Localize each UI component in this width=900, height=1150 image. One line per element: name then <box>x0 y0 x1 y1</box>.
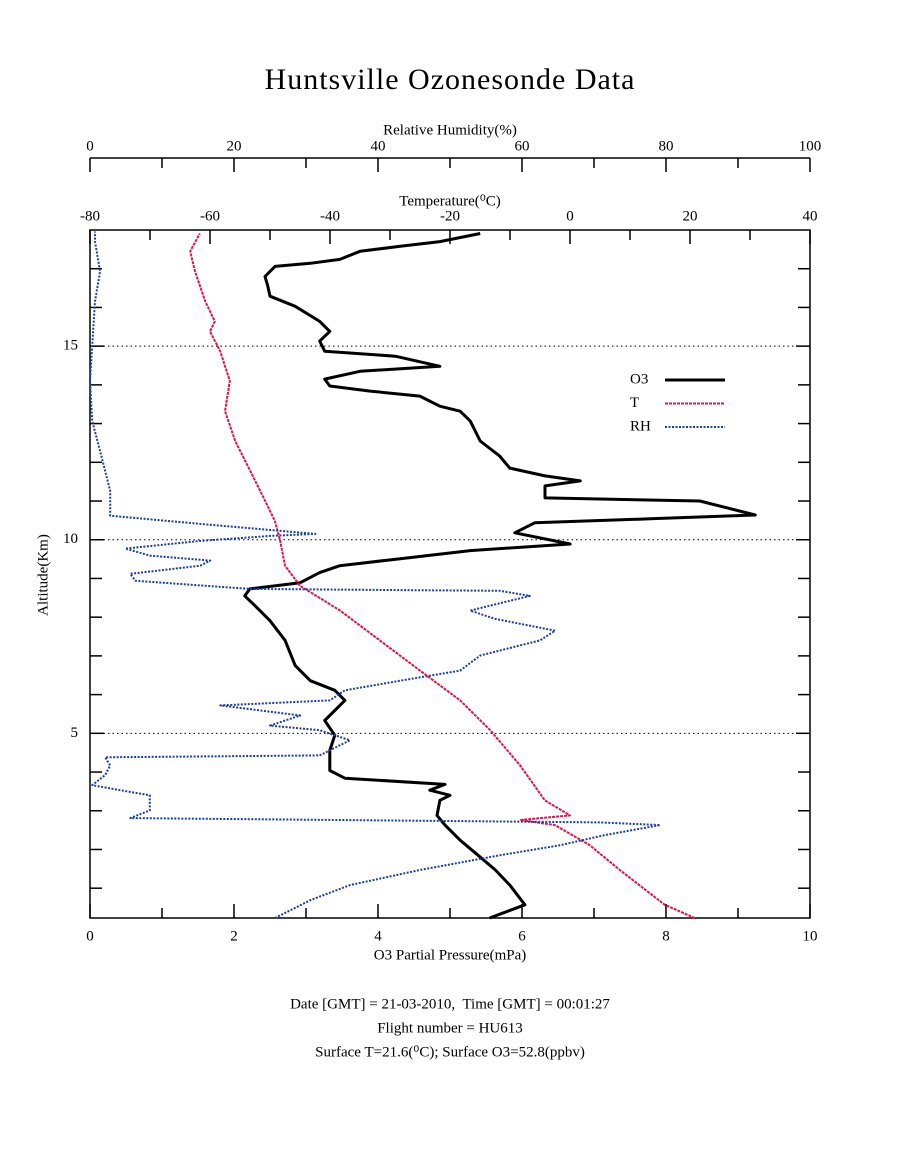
x-tick-label: 4 <box>374 928 382 944</box>
x2-axis-label: Relative Humidity(%) <box>383 122 517 138</box>
footer-line: Date [GMT] = 21-03-2010, Time [GMT] = 00… <box>290 996 610 1012</box>
x3-tick-label: 20 <box>683 208 698 224</box>
chart-title: Huntsville Ozonesonde Data <box>265 63 636 96</box>
x-axis-label: O3 Partial Pressure(mPa) <box>374 947 526 963</box>
profile-line <box>243 232 757 920</box>
legend-label: T <box>630 395 639 411</box>
x-tick-label: 8 <box>662 928 670 944</box>
x2-tick-label: 100 <box>799 138 822 154</box>
x2-tick-label: 80 <box>659 138 674 154</box>
x-tick-label: 2 <box>230 928 238 944</box>
x3-tick-label: 0 <box>566 208 574 224</box>
x3-axis-label: Temperature(⁰C) <box>399 193 501 209</box>
legend-label: RH <box>630 418 651 434</box>
x3-tick-label: -20 <box>440 208 460 224</box>
footer-line: Surface T=21.6(⁰C); Surface O3=52.8(ppbv… <box>315 1044 585 1060</box>
x2-tick-label: 20 <box>227 138 242 154</box>
x2-tick-label: 0 <box>86 138 94 154</box>
x-tick-label: 6 <box>518 928 526 944</box>
x-tick-label: 0 <box>86 928 94 944</box>
plot-frame <box>89 229 811 919</box>
x3-tick-label: -80 <box>80 208 100 224</box>
y-tick-label: 5 <box>71 725 79 741</box>
y-tick-label: 15 <box>63 338 78 354</box>
x3-tick-label: 40 <box>803 208 818 224</box>
x3-tick-label: -40 <box>320 208 340 224</box>
x3-tick-label: -60 <box>200 208 220 224</box>
profile-line <box>189 233 696 919</box>
footer-line: Flight number = HU613 <box>377 1020 523 1036</box>
profile-line <box>89 231 662 919</box>
x2-tick-label: 40 <box>371 138 386 154</box>
y-tick-label: 10 <box>63 531 78 547</box>
x2-tick-label: 60 <box>515 138 530 154</box>
y-axis-label: Altitude(Km) <box>35 534 51 616</box>
legend-label: O3 <box>630 371 648 387</box>
x-tick-label: 10 <box>803 928 818 944</box>
